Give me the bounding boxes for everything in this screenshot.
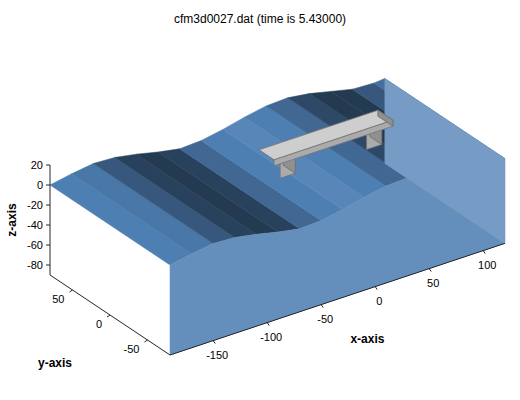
svg-text:-50: -50	[317, 313, 333, 325]
svg-text:100: 100	[478, 259, 496, 271]
svg-text:0: 0	[376, 295, 382, 307]
svg-text:20: 20	[31, 159, 43, 171]
svg-text:-40: -40	[27, 219, 43, 231]
svg-text:-60: -60	[27, 239, 43, 251]
svg-text:-80: -80	[27, 259, 43, 271]
svg-text:50: 50	[427, 277, 439, 289]
svg-text:-150: -150	[206, 349, 228, 361]
svg-text:cfm3d0027.dat (time is 5.43000: cfm3d0027.dat (time is 5.43000)	[174, 12, 346, 26]
svg-text:50: 50	[52, 293, 64, 305]
svg-text:y-axis: y-axis	[38, 356, 72, 370]
svg-text:-100: -100	[260, 331, 282, 343]
svg-text:z-axis: z-axis	[5, 203, 19, 237]
svg-text:0: 0	[37, 179, 43, 191]
svg-text:-50: -50	[124, 343, 140, 355]
svg-text:0: 0	[96, 318, 102, 330]
svg-text:x-axis: x-axis	[350, 332, 384, 346]
svg-text:-20: -20	[27, 199, 43, 211]
